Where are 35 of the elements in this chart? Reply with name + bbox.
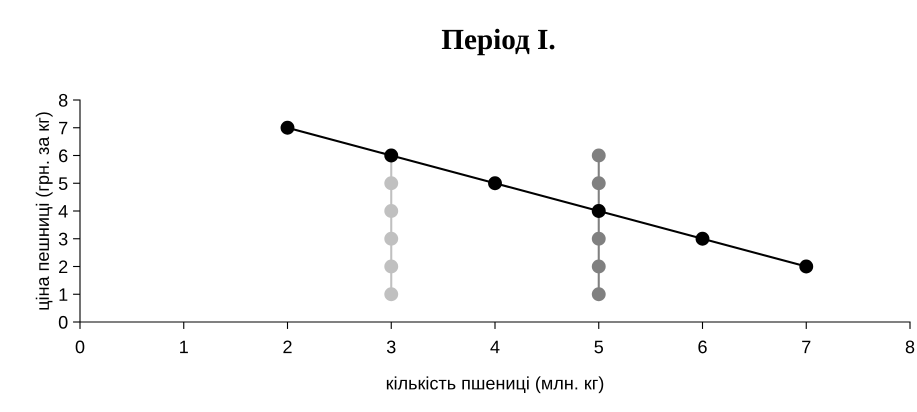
x-axis-title: кількість пшениці (млн. кг): [386, 376, 604, 394]
chart-title: Період I.: [442, 28, 554, 56]
y-tick-label: 2: [59, 260, 68, 274]
x-tick-label: 2: [283, 340, 292, 354]
x-tick-label: 4: [490, 340, 500, 354]
y-tick-label: 5: [58, 177, 68, 190]
point: [592, 232, 606, 246]
x-tick-label: 6: [698, 340, 707, 354]
point: [384, 176, 398, 190]
point: [384, 287, 398, 302]
y-tick-label: 4: [58, 205, 68, 218]
point: [280, 120, 294, 135]
x-tick-label: 8: [906, 340, 914, 354]
point: [384, 204, 398, 218]
x-tick-label: 5: [594, 340, 604, 354]
y-tick-label: 0: [58, 316, 68, 329]
point: [384, 260, 398, 274]
y-axis-title: ціна пешниці (грн. за кг): [36, 112, 53, 310]
x-tick-label: 0: [76, 340, 84, 354]
x-tick-label: 1: [180, 340, 188, 354]
y-tick-label: 8: [58, 94, 68, 107]
point: [592, 260, 606, 274]
y-tick-label: 1: [60, 288, 68, 301]
point: [384, 232, 398, 246]
point: [592, 148, 606, 162]
point: [488, 176, 502, 190]
y-tick-label: 3: [58, 232, 68, 246]
y-tick-label: 6: [59, 149, 68, 162]
x-tick-label: 3: [386, 340, 396, 354]
point: [592, 176, 606, 190]
x-tick-label: 7: [802, 340, 810, 354]
point: [592, 287, 606, 302]
y-tick-label: 7: [59, 122, 68, 134]
point: [799, 260, 814, 274]
point: [696, 232, 710, 246]
